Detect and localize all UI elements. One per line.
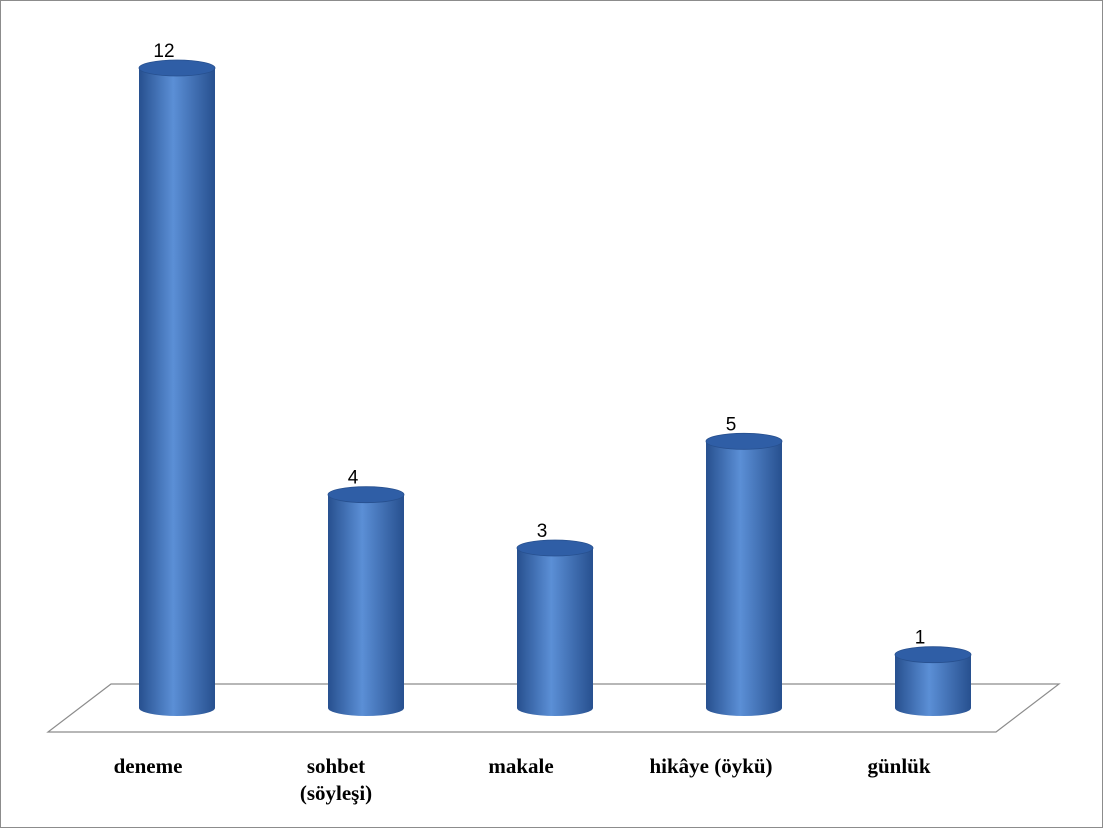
bar-2	[327, 486, 405, 716]
bar-body	[328, 494, 404, 716]
labels-layer: 12 4 3 5 1 deneme sohbet (söyleşi) makale hikâye …	[114, 41, 931, 805]
bar-body	[706, 441, 782, 716]
bar-top	[894, 646, 972, 664]
bar-top	[705, 432, 783, 450]
bar-top	[327, 486, 405, 504]
bar-top	[138, 59, 216, 77]
bar-5	[894, 646, 972, 716]
bar-1	[138, 59, 216, 716]
category-label: sohbet	[307, 754, 365, 778]
data-label: 5	[726, 414, 737, 435]
data-label: 1	[915, 628, 926, 649]
category-label: hikâye (öykü)	[649, 754, 772, 778]
bars-layer	[138, 59, 972, 716]
bar-top	[516, 539, 594, 557]
bar-body	[895, 654, 971, 716]
bar-4	[705, 432, 783, 716]
bar-body	[517, 548, 593, 716]
data-label: 3	[537, 521, 548, 542]
category-label: (söyleşi)	[300, 781, 372, 805]
category-label: deneme	[114, 754, 183, 778]
bar-body	[139, 68, 215, 716]
data-label: 12	[153, 41, 174, 62]
category-label: makale	[488, 754, 553, 778]
category-label: günlük	[867, 754, 930, 778]
bar-3	[516, 539, 594, 716]
data-label: 4	[348, 468, 359, 489]
